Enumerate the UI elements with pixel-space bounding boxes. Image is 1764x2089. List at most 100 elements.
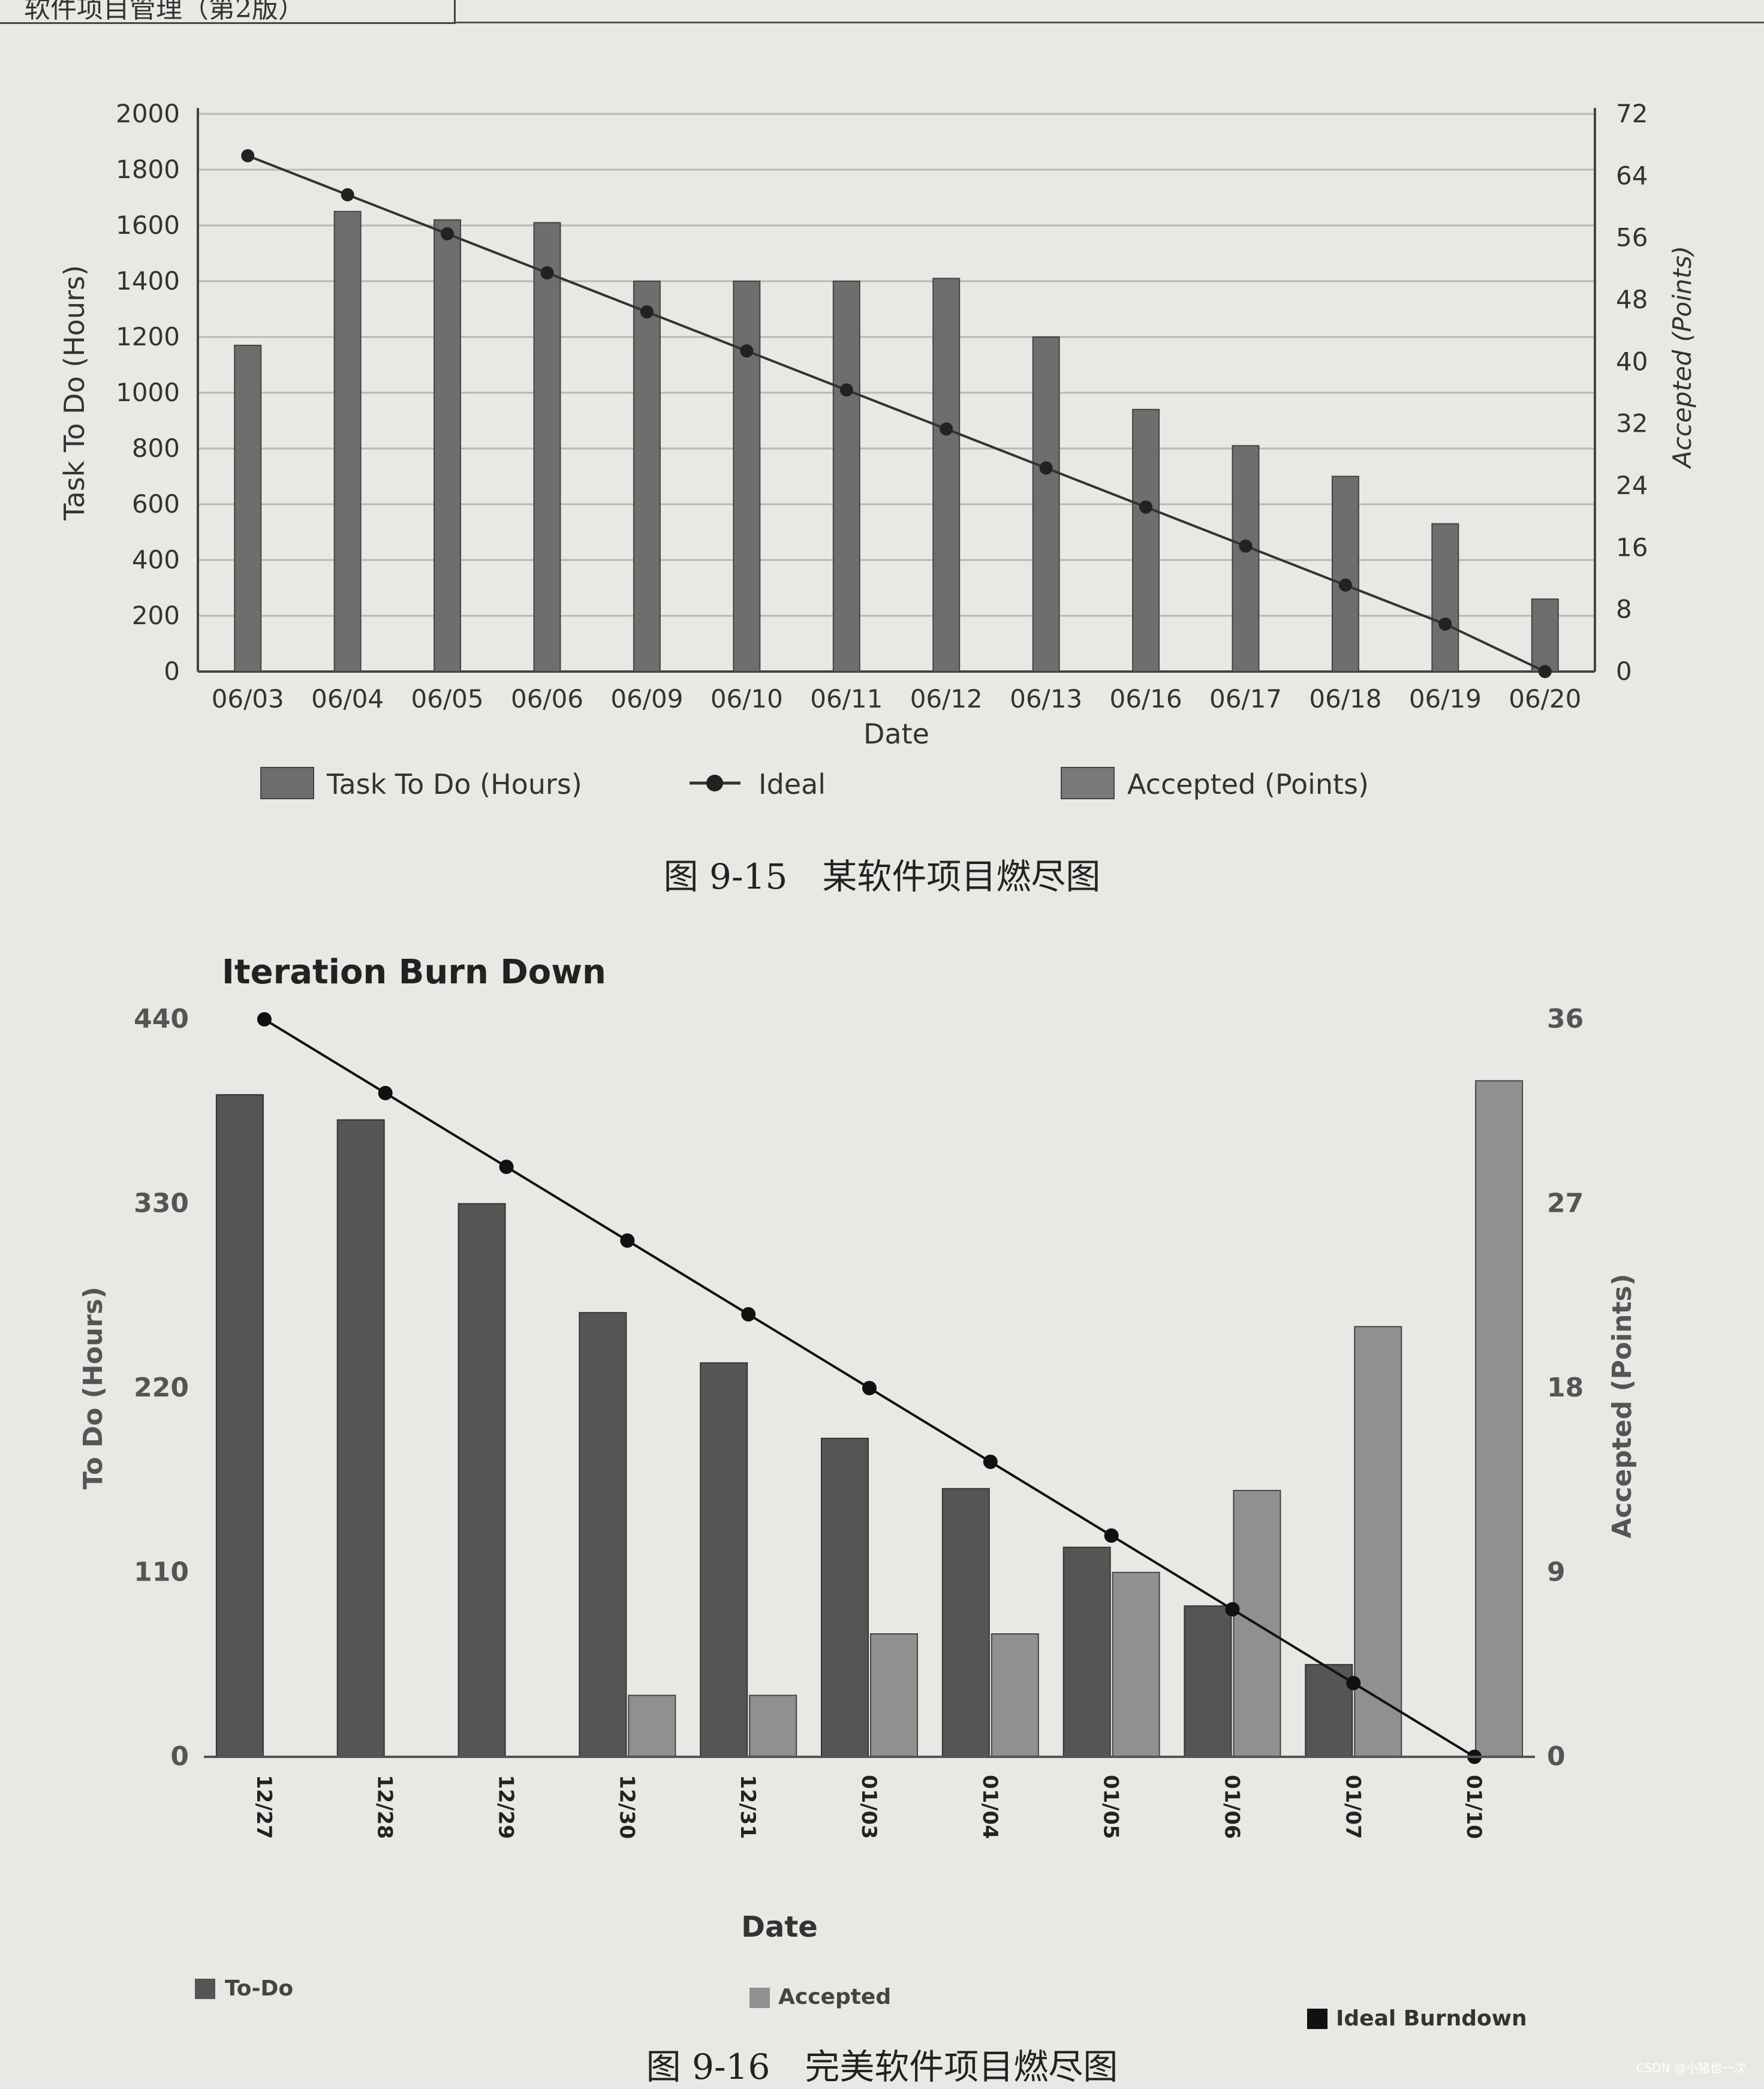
legend-label-ideal: Ideal	[758, 768, 826, 800]
bar-task-to-do	[1531, 598, 1559, 672]
ideal-burndown-point	[499, 1160, 514, 1174]
y-axis-title: To Do (Hours)	[78, 1287, 109, 1489]
y2-tick-label: 0	[1547, 1741, 1566, 1772]
y2-tick-label: 72	[1616, 99, 1648, 128]
x-tick-label: 12/27	[252, 1775, 276, 1839]
bar-task-to-do	[234, 344, 262, 672]
ideal-point	[441, 227, 454, 240]
bar-to-do	[457, 1203, 506, 1757]
bar-task-to-do	[733, 281, 761, 672]
bar-to-do	[579, 1312, 627, 1757]
bar-accepted	[1354, 1326, 1402, 1757]
y2-tick-label: 48	[1616, 285, 1648, 314]
y-tick-label: 1000	[116, 378, 180, 407]
x-tick-label: 01/06	[1220, 1775, 1244, 1839]
y-tick-label: 600	[132, 489, 180, 519]
ideal-point	[1139, 500, 1153, 514]
y2-tick-label: 16	[1616, 532, 1648, 562]
bar-task-to-do	[333, 210, 362, 672]
ideal-burndown-point	[620, 1233, 635, 1248]
ideal-burndown-point	[257, 1012, 272, 1027]
ideal-point	[640, 305, 654, 319]
x-tick-label: 06/17	[1209, 684, 1282, 714]
ideal-burndown-point	[1225, 1602, 1240, 1617]
x-tick-label: 01/05	[1099, 1775, 1123, 1839]
bar-task-to-do	[434, 219, 462, 672]
ideal-point	[341, 188, 354, 201]
legend-label-ideal-burndown: Ideal Burndown	[1336, 2006, 1527, 2031]
bar-to-do	[821, 1437, 869, 1757]
legend-label-task-to-do: Task To Do (Hours)	[326, 768, 582, 800]
ideal-burndown-point	[983, 1455, 998, 1469]
bar-to-do	[941, 1488, 990, 1758]
y-tick-label: 200	[132, 601, 180, 630]
legend-label-accepted: Accepted	[778, 1985, 891, 2009]
chart-title: Iteration Burn Down	[222, 953, 606, 992]
ideal-point	[1239, 539, 1253, 553]
y-tick-label: 1400	[116, 266, 180, 296]
caption-fig-9-15: 图 9-15 某软件项目燃尽图	[663, 856, 1101, 897]
x-tick-label: 01/10	[1462, 1775, 1486, 1839]
bar-to-do	[1184, 1605, 1232, 1757]
y-tick-label: 330	[134, 1188, 189, 1219]
bar-to-do	[1305, 1664, 1353, 1757]
x-tick-label: 12/28	[373, 1775, 397, 1839]
y-tick-label: 440	[134, 1004, 189, 1034]
bar-task-to-do	[533, 222, 561, 673]
y2-tick-label: 32	[1616, 409, 1648, 438]
legend-swatch-ideal-burndown	[1307, 2009, 1327, 2029]
bar-task-to-do	[1032, 336, 1060, 672]
x-tick-label: 12/31	[736, 1775, 760, 1839]
y-axis-title: Task To Do (Hours)	[58, 265, 91, 521]
ideal-burndown-point	[741, 1307, 756, 1322]
bar-accepted	[1475, 1080, 1524, 1757]
y2-tick-label: 27	[1547, 1188, 1584, 1219]
bar-task-to-do	[1431, 523, 1459, 672]
bar-task-to-do	[932, 278, 961, 673]
bar-to-do	[1062, 1546, 1111, 1758]
x-tick-label: 01/07	[1341, 1775, 1365, 1839]
bar-to-do	[700, 1362, 748, 1757]
y2-axis-title: Accepted (Points)	[1607, 1274, 1637, 1539]
bar-accepted	[870, 1633, 918, 1757]
x-tick-label: 06/05	[411, 684, 484, 714]
x-tick-label: 06/03	[212, 684, 284, 714]
x-tick-label: 06/04	[311, 684, 384, 714]
x-tick-label: 01/04	[978, 1775, 1002, 1839]
page-header-title: 软件项目管理（第2版）	[0, 0, 456, 24]
x-tick-label: 06/18	[1309, 684, 1381, 714]
legend-marker-ideal	[706, 775, 723, 791]
legend-swatch-accepted	[749, 1988, 770, 2008]
y-tick-label: 2000	[116, 99, 180, 128]
y-tick-label: 400	[132, 545, 180, 574]
ideal-point	[1538, 665, 1552, 678]
legend-swatch-task-to-do	[260, 767, 314, 799]
ideal-burndown-point	[378, 1086, 393, 1100]
x-tick-label: 06/13	[1010, 684, 1082, 714]
ideal-point	[839, 383, 853, 397]
ideal-point	[740, 344, 754, 358]
y2-tick-label: 18	[1547, 1372, 1584, 1403]
y-tick-label: 800	[132, 434, 180, 463]
y2-tick-label: 56	[1616, 223, 1648, 252]
y2-tick-label: 9	[1547, 1557, 1566, 1588]
x-tick-label: 06/19	[1409, 684, 1482, 714]
y-tick-label: 1200	[116, 322, 180, 351]
y-tick-label: 1800	[116, 155, 180, 184]
ideal-line	[247, 154, 1546, 673]
x-axis-title: Date	[741, 1910, 818, 1944]
legend-label-to-do: To-Do	[225, 1976, 293, 2001]
ideal-burndown-point	[1346, 1676, 1361, 1690]
watermark: CSDN @小猪也一次	[1636, 2061, 1746, 2075]
legend-label-accepted: Accepted (Points)	[1127, 768, 1369, 800]
bar-accepted	[749, 1694, 797, 1757]
ideal-point	[1438, 617, 1452, 631]
bar-accepted	[628, 1694, 676, 1757]
x-tick-label: 12/29	[494, 1775, 518, 1839]
x-tick-label: 06/06	[511, 684, 583, 714]
x-axis-title: Date	[863, 718, 929, 750]
x-tick-label: 06/09	[610, 684, 683, 714]
bar-accepted	[1112, 1572, 1160, 1757]
y2-tick-label: 0	[1616, 657, 1632, 686]
x-tick-label: 01/03	[857, 1775, 881, 1839]
